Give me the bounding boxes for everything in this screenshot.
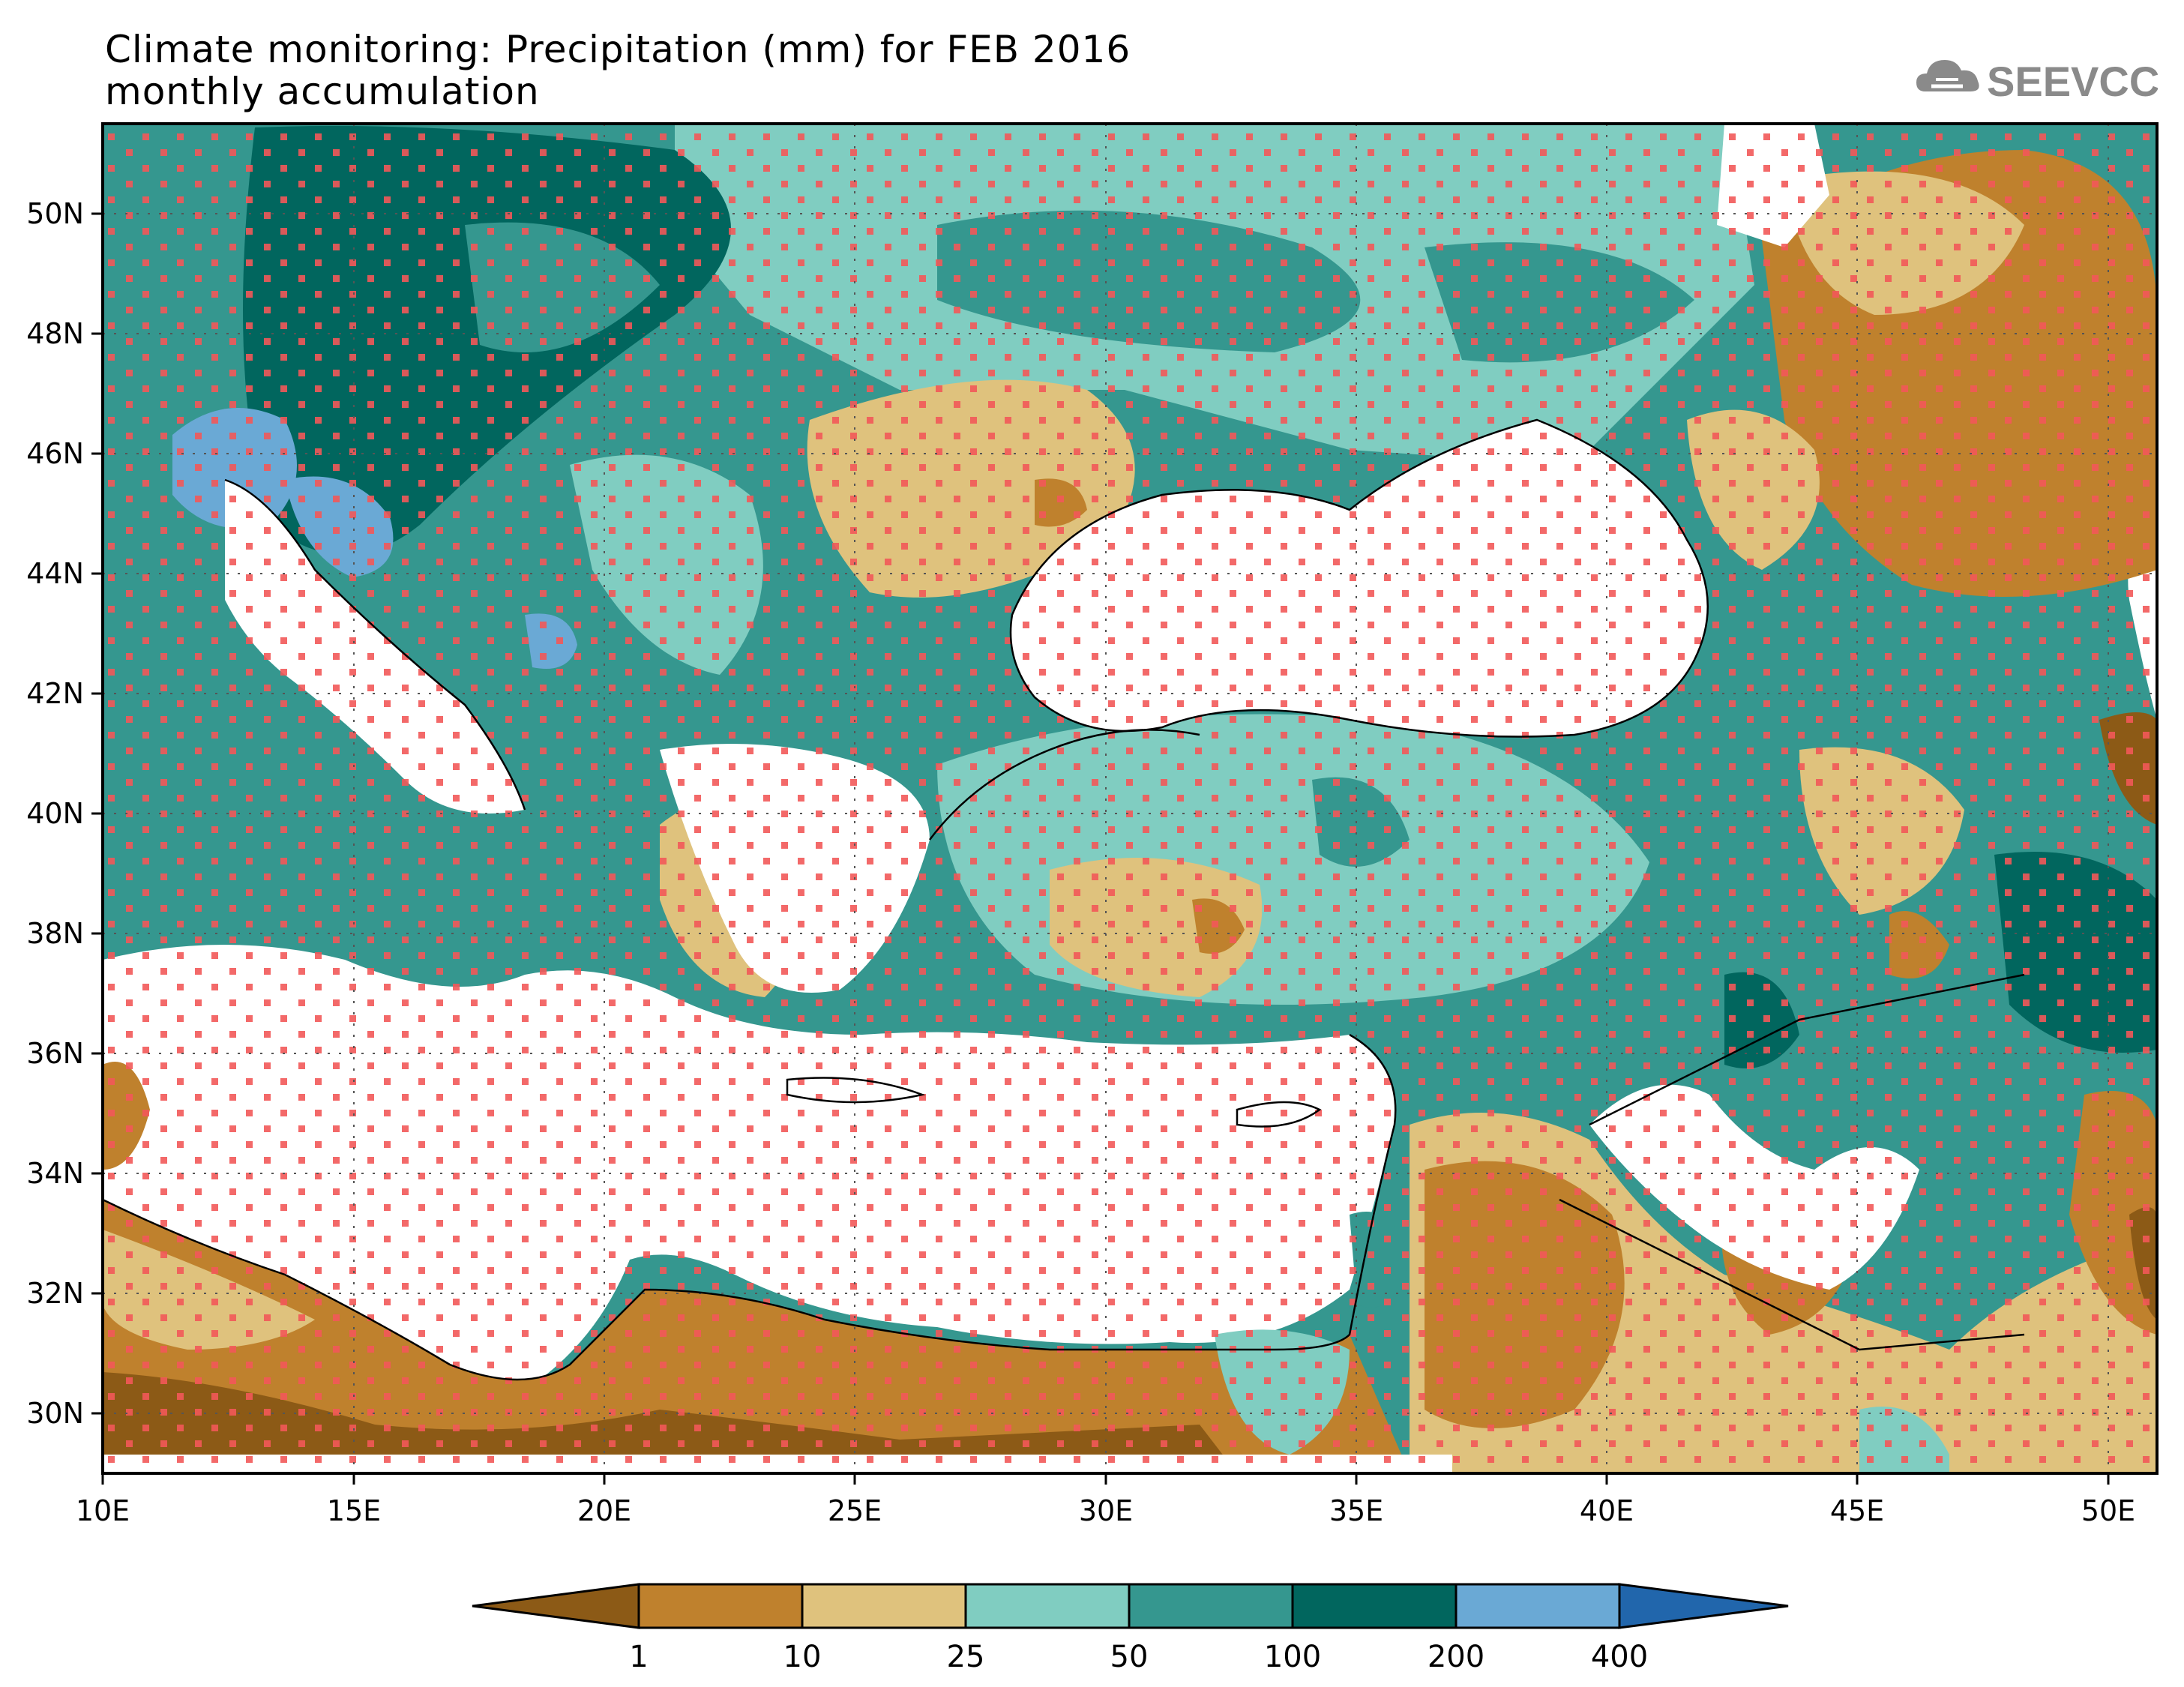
lat-label: 34N (26, 1157, 84, 1190)
colorbar-label: 50 (1110, 1640, 1149, 1674)
lon-label: 20E (577, 1494, 631, 1527)
lon-label: 30E (1079, 1494, 1133, 1527)
lon-label: 45E (1830, 1494, 1884, 1527)
colorbar-bin (1291, 1583, 1457, 1629)
colorbar-under-arrow (472, 1583, 640, 1629)
colorbar-bin (964, 1583, 1131, 1629)
colorbar-labels: 1 10 25 50 100 200 400 (629, 1640, 1648, 1674)
map-title: Climate monitoring: Precipitation (mm) f… (105, 28, 1131, 112)
colorbar-bin (801, 1583, 967, 1629)
lat-label: 38N (26, 917, 84, 950)
colorbar-over-arrow (1618, 1583, 1789, 1629)
lat-label: 42N (26, 677, 84, 710)
colorbar-bin (1455, 1583, 1621, 1629)
title-line-2: monthly accumulation (105, 70, 540, 113)
tick-marks (91, 212, 2110, 1485)
lat-label: 40N (26, 797, 84, 830)
cloud-icon (1916, 60, 1979, 91)
lat-label: 46N (26, 437, 84, 470)
colorbar-label: 25 (947, 1640, 985, 1674)
lon-label: 10E (76, 1494, 130, 1527)
colorbar-label: 100 (1264, 1640, 1321, 1674)
lon-label: 15E (327, 1494, 381, 1527)
lat-label: 50N (26, 197, 84, 230)
colorbar-label: 400 (1591, 1640, 1648, 1674)
colorbar-label: 10 (783, 1640, 822, 1674)
lon-label: 50E (2081, 1494, 2135, 1527)
seevccc-logo: SEEVCCC (1910, 45, 2184, 112)
lat-label: 32N (26, 1277, 84, 1310)
colorbar-label: 1 (629, 1640, 648, 1674)
lon-label: 35E (1329, 1494, 1383, 1527)
title-line-1: Climate monitoring: Precipitation (mm) f… (105, 28, 1131, 71)
colorbar (472, 1583, 1789, 1629)
coastlines (103, 418, 2025, 1381)
lat-label: 44N (26, 557, 84, 590)
plot-frame (101, 122, 2159, 1475)
colorbar-bin (1128, 1583, 1294, 1629)
lon-label: 40E (1580, 1494, 1634, 1527)
lat-label: 36N (26, 1037, 84, 1070)
station-markers (103, 124, 2157, 1473)
colorbar-bin (637, 1583, 804, 1629)
colorbar-label: 200 (1428, 1640, 1484, 1674)
lon-label: 25E (828, 1494, 882, 1527)
logo-text: SEEVCCC (1987, 58, 2158, 105)
gridlines (103, 124, 2157, 1473)
contour-fields (103, 124, 2157, 1473)
longitude-labels: 10E 15E 20E 25E 30E 35E 40E 45E 50E (76, 1494, 2135, 1527)
lat-label: 48N (26, 317, 84, 350)
latitude-labels: 50N 48N 46N 44N 42N 40N 38N 36N 34N 32N … (26, 197, 84, 1430)
lat-label: 30N (26, 1397, 84, 1430)
